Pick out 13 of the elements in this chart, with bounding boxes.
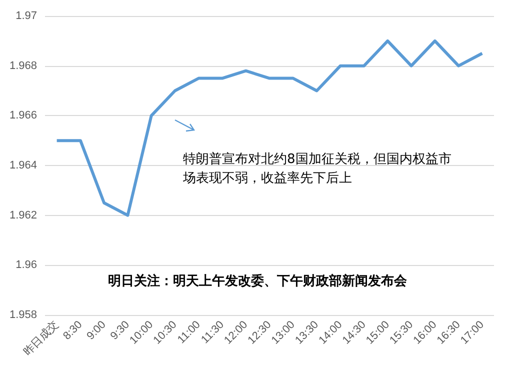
annotation: 特朗普宣布对北约8国加征关税，但国内权益市场表现不弱，收益率先下后上 — [183, 150, 452, 188]
y-tick-label: 1.97 — [16, 10, 37, 22]
y-tick-label: 1.968 — [9, 60, 37, 72]
y-tick-label: 1.962 — [9, 209, 37, 222]
y-tick-label: 1.966 — [9, 110, 37, 122]
annotation: 明日关注：明天上午发改委、下午财政部新闻发布会 — [108, 272, 407, 291]
y-tick-label: 1.96 — [16, 259, 37, 272]
y-tick-label: 1.958 — [9, 309, 37, 321]
x-tick-label: 昨日成交 — [20, 318, 62, 358]
line-series — [55, 39, 484, 217]
y-tick-label: 1.964 — [9, 160, 37, 172]
x-tick-label: 8:30 — [61, 318, 85, 342]
x-tick-label: 9:00 — [84, 318, 108, 342]
